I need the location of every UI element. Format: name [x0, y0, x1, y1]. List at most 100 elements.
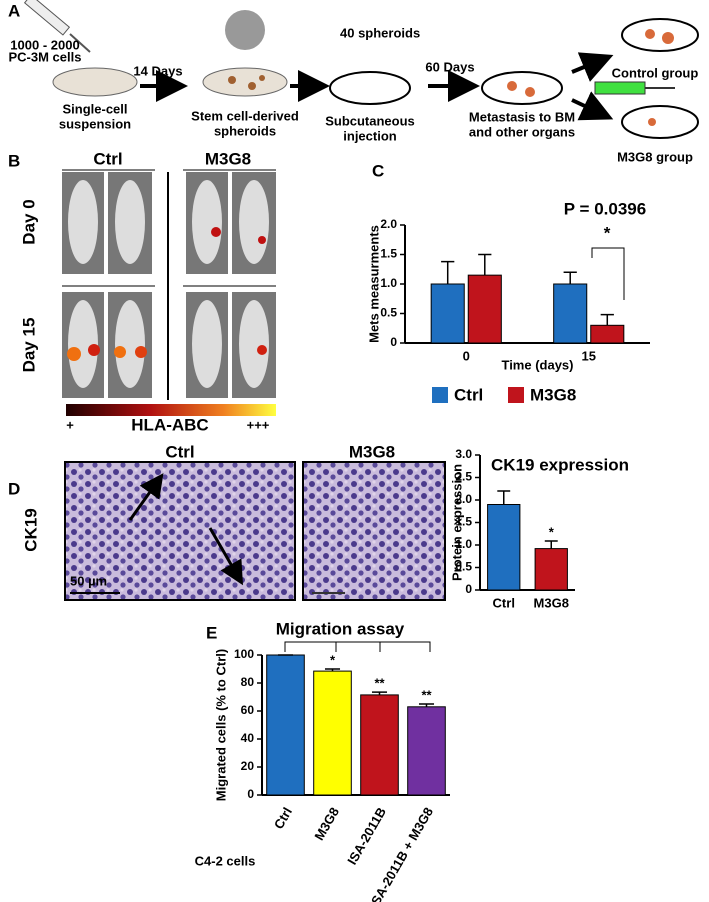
- error-bar: [544, 540, 558, 549]
- x-tick-label: M3G8: [311, 805, 342, 843]
- spheroid: [225, 10, 265, 50]
- y-tick-label: 100: [234, 647, 254, 661]
- syringe: [23, 0, 91, 53]
- y-tick-label: 3.0: [455, 447, 472, 461]
- row-label: Day 0: [19, 199, 38, 244]
- x-tick-label: M3G8: [534, 595, 569, 610]
- step-text: Stem cell-derived: [191, 108, 299, 123]
- bar: [487, 504, 521, 591]
- y-tick-label: 0: [465, 582, 472, 596]
- error-bar: [497, 490, 511, 505]
- error-bar: [441, 260, 455, 284]
- step-text: suspension: [59, 116, 131, 131]
- group-label: M3G8 group: [617, 149, 693, 164]
- arrow: [571, 52, 614, 82]
- cell-count: 1000 - 2000: [10, 37, 79, 52]
- x-tick-label: Ctrl: [493, 595, 515, 610]
- bar: [313, 670, 352, 796]
- brackets: [284, 247, 625, 652]
- step-text: Single-cell: [62, 101, 127, 116]
- colorbar-low: +: [66, 417, 74, 432]
- colorbar-title: HLA-ABC: [131, 415, 208, 434]
- panel-label: C: [372, 161, 384, 180]
- bar: [430, 283, 465, 344]
- y-tick-label: 20: [241, 759, 255, 773]
- x-tick-label: Ctrl: [271, 805, 295, 832]
- y-tick-label: 60: [241, 703, 255, 717]
- y-tick-label: 1.5: [380, 247, 397, 261]
- significance: *: [604, 223, 611, 242]
- error-bar: [478, 253, 492, 276]
- significance: **: [421, 687, 432, 702]
- legend-swatch: [508, 387, 524, 403]
- significance: **: [374, 676, 385, 691]
- y-tick-label: 1.0: [455, 537, 472, 551]
- syringe: [594, 81, 646, 95]
- bar: [534, 548, 568, 591]
- arrow-label: 14 Days: [133, 63, 182, 78]
- group-label: Control group: [612, 65, 699, 80]
- bar: [467, 274, 502, 344]
- y-tick-label: 80: [241, 675, 255, 689]
- panel-label: E: [206, 623, 217, 642]
- histology-image: [302, 461, 446, 601]
- y-tick-label: 0.5: [455, 560, 472, 574]
- bar: [553, 283, 588, 344]
- y-axis-label: Protein expression: [449, 464, 464, 581]
- dish: [52, 67, 138, 97]
- step-text: Metastasis to BM: [469, 109, 575, 124]
- y-tick-label: 40: [241, 731, 255, 745]
- y-axis-label: Mets measurments: [366, 225, 381, 343]
- step-text: and other organs: [469, 124, 575, 139]
- panel-label: B: [8, 151, 20, 170]
- mouse: [621, 18, 699, 52]
- x-axis-label: Time (days): [501, 357, 573, 372]
- mouse: [481, 71, 563, 105]
- y-tick-label: 2.0: [380, 217, 397, 231]
- error-bar: [418, 703, 435, 707]
- y-tick-label: 2.0: [455, 492, 472, 506]
- mouse: [621, 105, 699, 139]
- legend-swatch: [432, 387, 448, 403]
- arrow-label: 60 Days: [425, 59, 474, 74]
- legend-label: M3G8: [530, 385, 576, 404]
- cells-label: C4-2 cells: [195, 853, 256, 868]
- dish: [202, 67, 288, 97]
- bar: [407, 706, 446, 796]
- error-bar: [324, 668, 341, 672]
- y-tick-label: 0: [247, 787, 254, 801]
- panel-label: A: [8, 1, 20, 20]
- stain-label: CK19: [21, 508, 40, 551]
- arrow: [571, 91, 614, 121]
- mouse-images: [62, 172, 276, 398]
- x-tick-label: ISA-2011B: [344, 805, 389, 868]
- legend-label: Ctrl: [454, 385, 483, 404]
- bar: [266, 654, 305, 796]
- y-tick-label: 1.5: [455, 515, 472, 529]
- chart-title: Migration assay: [276, 619, 405, 638]
- y-tick-label: 0.5: [380, 306, 397, 320]
- mouse: [329, 71, 411, 105]
- image-title: Ctrl: [165, 442, 194, 461]
- bar: [360, 694, 399, 796]
- y-tick-label: 0: [390, 335, 397, 349]
- panel-label: D: [8, 479, 20, 498]
- group-header: M3G8: [205, 149, 251, 168]
- arrow: [208, 527, 243, 586]
- error-bar: [371, 691, 388, 695]
- image-title: M3G8: [349, 442, 395, 461]
- scale-label: 50 µm: [70, 573, 107, 588]
- x-tick-label: 0: [463, 348, 470, 363]
- row-label: Day 15: [19, 318, 38, 373]
- colorbar: [66, 404, 276, 416]
- significance: *: [330, 652, 336, 667]
- x-tick-label: 15: [582, 348, 596, 363]
- y-tick-label: 2.5: [455, 470, 472, 484]
- y-axis-label: Migrated cells (% to Ctrl): [213, 649, 228, 801]
- step-text: injection: [343, 128, 397, 143]
- group-header: Ctrl: [93, 149, 122, 168]
- injected: 40 spheroids: [340, 25, 420, 40]
- significance: *: [549, 524, 555, 539]
- bar: [590, 324, 625, 344]
